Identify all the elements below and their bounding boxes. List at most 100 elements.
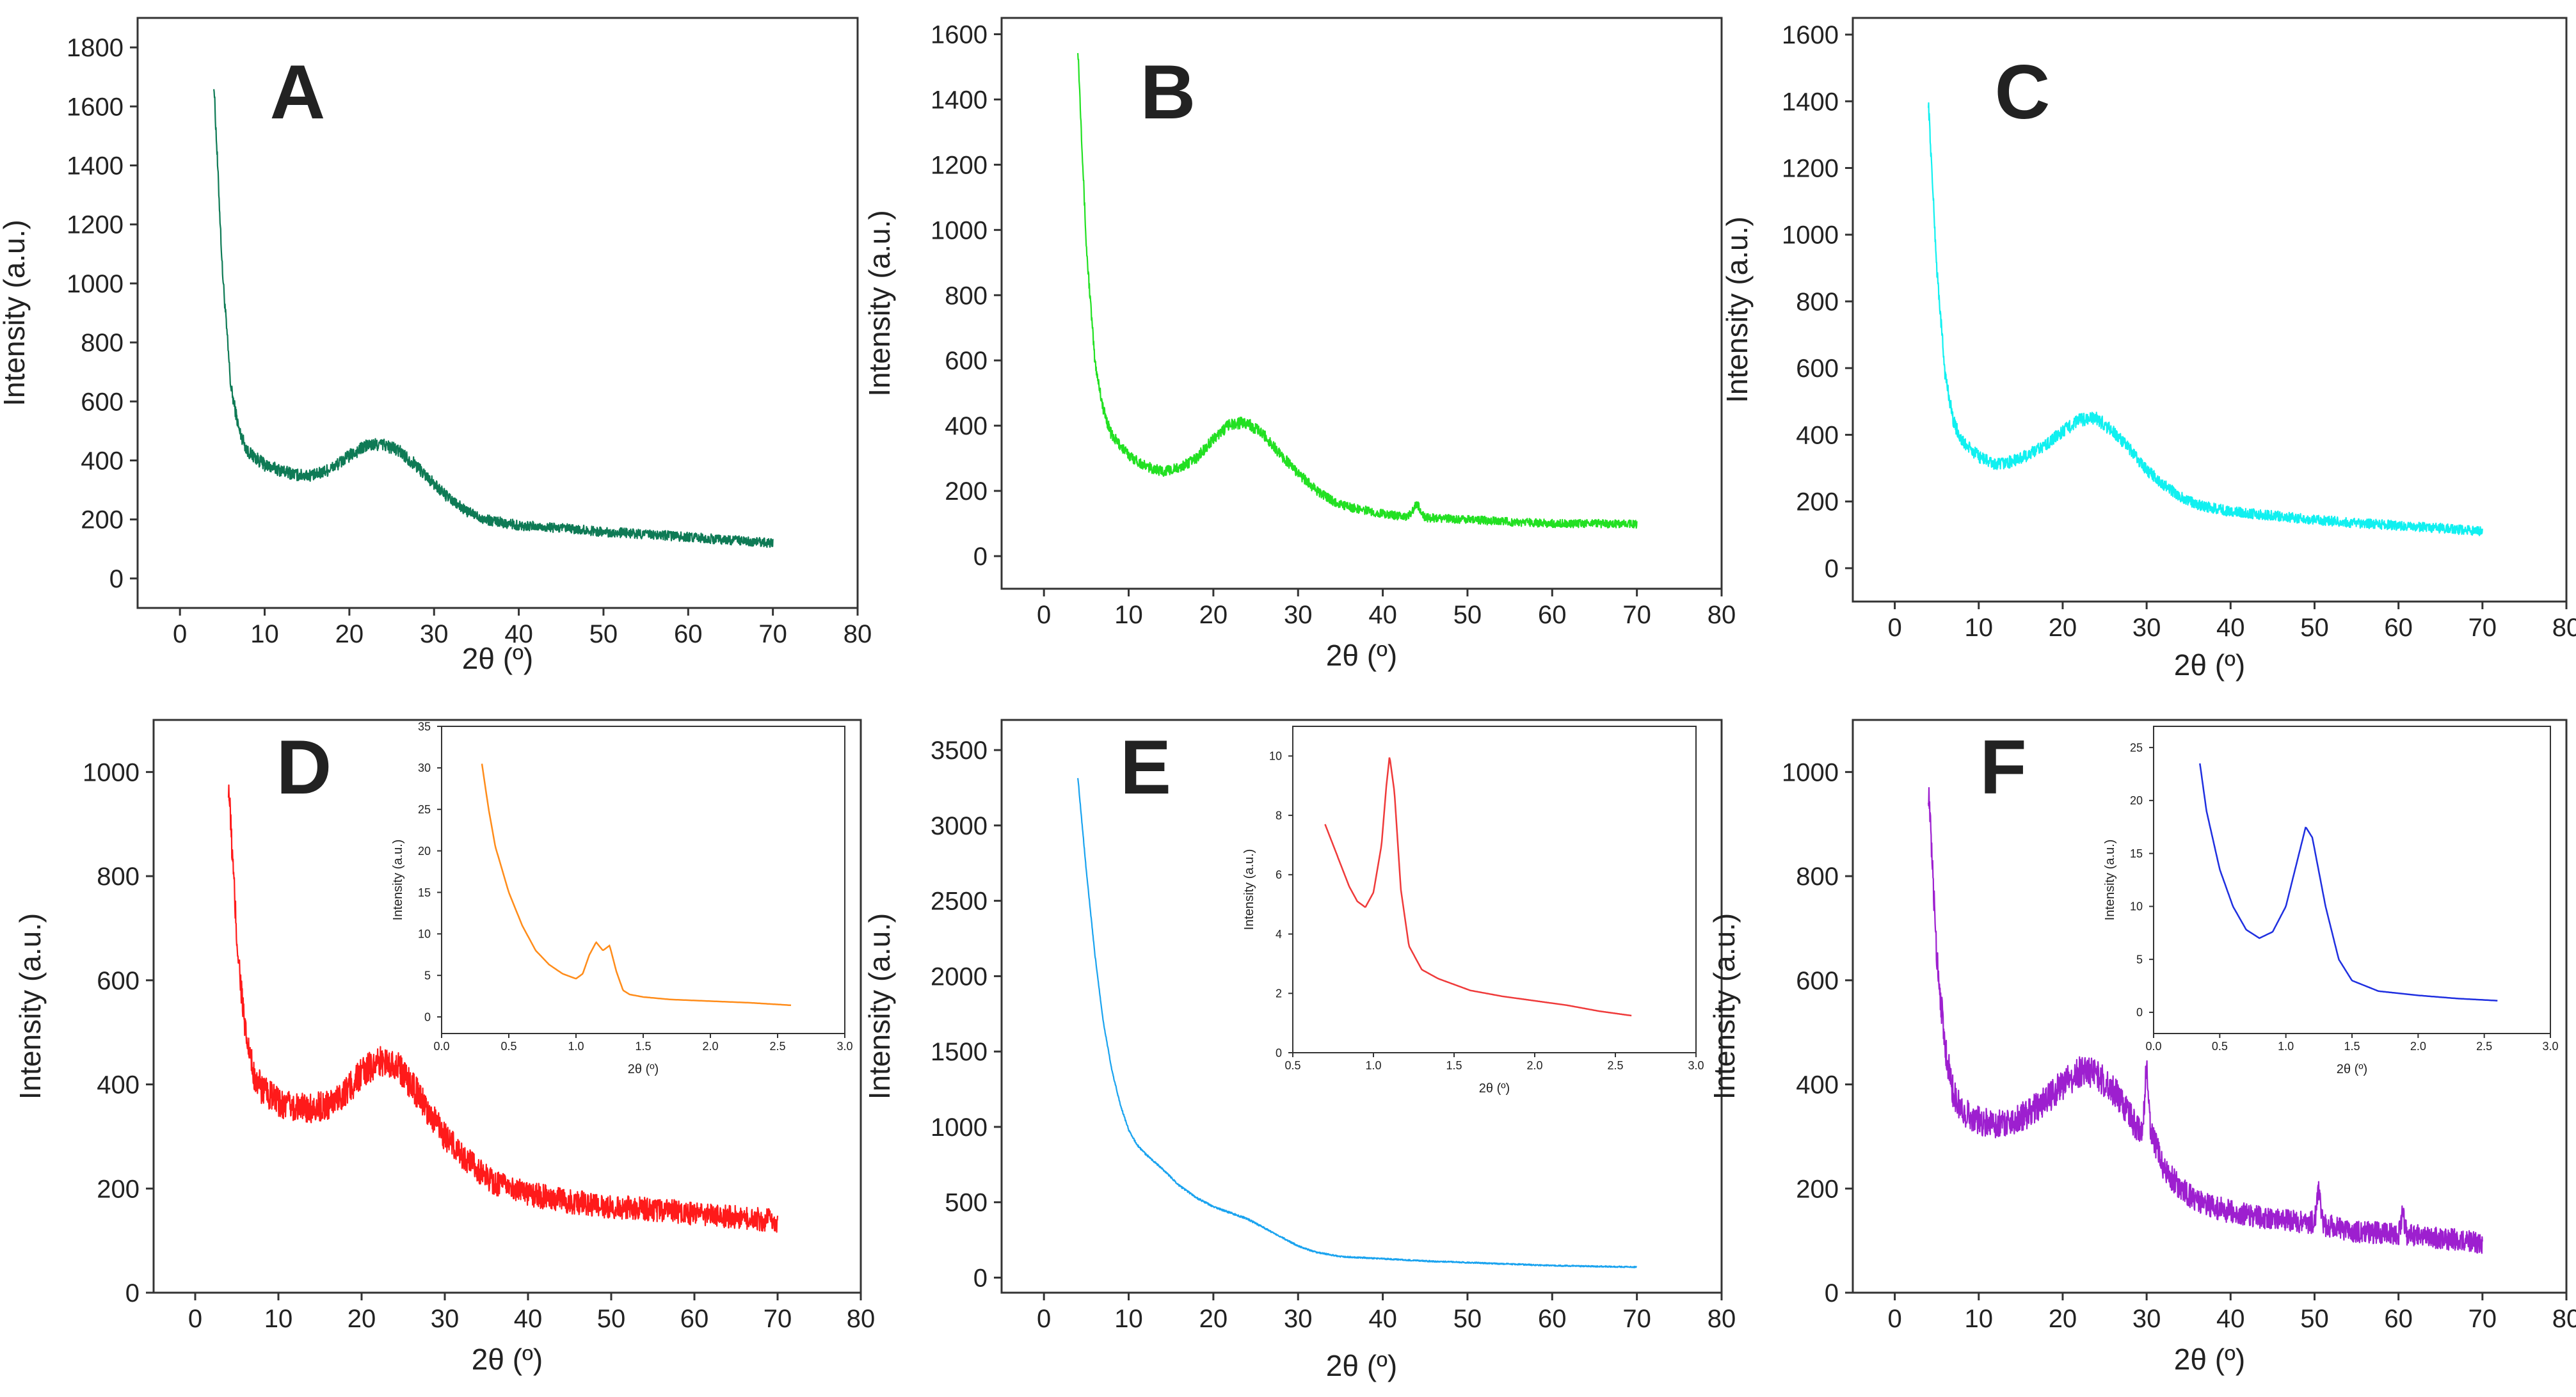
y-axis-title: Intensity (a.u.): [1708, 913, 1741, 1099]
x-tick-label: 60: [1538, 601, 1567, 629]
x-tick-label: 20: [348, 1305, 376, 1333]
y-tick-label: 2500: [931, 888, 988, 916]
x-tick-label: 40: [2216, 614, 2245, 642]
x-tick-label: 80: [847, 1305, 876, 1333]
y-tick-label: 1400: [67, 152, 124, 180]
panel-label: C: [1995, 49, 2051, 135]
y-axis-title: Intensity (a.u.): [863, 210, 896, 396]
y-tick-label: 600: [945, 347, 988, 375]
y-tick-label: 1400: [931, 86, 988, 114]
panel-label: D: [276, 724, 332, 810]
frame: [136, 17, 859, 609]
y-tick-label: 400: [97, 1071, 140, 1099]
inset-x-tick-label: 0.5: [500, 1040, 516, 1053]
inset-x-tick-label: 3.0: [836, 1040, 852, 1053]
inset-y-tick-label: 20: [2130, 794, 2143, 807]
x-tick-label: 30: [1284, 601, 1313, 629]
y-tick-label: 500: [945, 1189, 988, 1217]
x-tick-label: 70: [758, 620, 787, 648]
y-tick-label: 1400: [1782, 88, 1839, 116]
y-tick-label: 200: [97, 1175, 140, 1203]
x-tick-label: 10: [1965, 614, 1994, 642]
frame: [1852, 17, 2568, 603]
x-tick-label: 10: [1114, 1305, 1143, 1333]
y-tick-label: 1200: [1782, 155, 1839, 183]
y-axis-title: Intensity (a.u.): [863, 913, 896, 1099]
inset-x-tick-label: 2.0: [1526, 1059, 1542, 1072]
y-tick-label: 1000: [931, 216, 988, 244]
x-tick-label: 80: [2552, 614, 2576, 642]
x-tick-label: 60: [1538, 1305, 1567, 1333]
inset-background: [442, 726, 845, 1034]
panel-B: 0 10 20 30 40 50 60 70 8002004006008001000120014…: [863, 17, 1736, 672]
y-tick-label: 1000: [1782, 221, 1839, 250]
inset-F: 0.0 0.5 1.0 1.5 2.0 2.5 3.0 0 5 10 15 20 25 2θ (º) Int…: [2103, 726, 2559, 1076]
series-line: [1077, 778, 1638, 1268]
x-axis-title: 2θ (º): [2174, 648, 2245, 682]
inset-series-line: [1324, 757, 1632, 1017]
x-tick-label: 30: [431, 1305, 460, 1333]
inset-x-axis-title: 2θ (º): [2337, 1062, 2367, 1076]
inset-D: 0.0 0.5 1.0 1.5 2.0 2.5 3.0 0 5 10 15 20 25 30 35 2θ (º…: [391, 720, 853, 1076]
inset-series-line: [2199, 763, 2498, 1002]
inset-y-tick-label: 5: [424, 969, 431, 982]
inset-y-tick-label: 15: [418, 886, 431, 899]
inset-x-tick-label: 3.0: [2542, 1040, 2558, 1053]
y-tick-label: 1500: [931, 1038, 988, 1066]
y-tick-label: 200: [945, 477, 988, 506]
y-tick-label: 600: [97, 967, 140, 995]
inset-y-tick-label: 25: [2130, 741, 2143, 754]
y-tick-label: 0: [109, 565, 124, 593]
y-tick-label: 1000: [67, 270, 124, 298]
x-tick-label: 40: [1368, 601, 1397, 629]
x-tick-label: 50: [2300, 614, 2329, 642]
inset-x-tick-label: 1.0: [568, 1040, 584, 1053]
y-tick-label: 200: [1796, 488, 1839, 516]
x-tick-label: 20: [335, 620, 364, 648]
inset-y-tick-label: 25: [418, 803, 431, 816]
y-tick-label: 0: [973, 543, 988, 571]
series-line: [1928, 102, 2483, 536]
inset-series-line: [481, 763, 792, 1007]
inset-y-tick-label: 0: [2136, 1006, 2143, 1019]
frame: [1000, 719, 1723, 1294]
x-tick-label: 70: [1622, 601, 1651, 629]
panel-label: A: [270, 49, 326, 135]
y-axis-title: Intensity (a.u.): [1720, 216, 1754, 403]
x-tick-label: 20: [1199, 601, 1228, 629]
inset-x-tick-label: 0.0: [2145, 1040, 2161, 1053]
inset-x-tick-label: 2.0: [702, 1040, 718, 1053]
inset-x-tick-label: 2.5: [769, 1040, 785, 1053]
x-tick-label: 40: [2216, 1305, 2245, 1333]
inset-x-tick-label: 2.5: [1607, 1059, 1623, 1072]
y-tick-label: 800: [1796, 288, 1839, 316]
frame: [1000, 17, 1723, 590]
y-tick-label: 1200: [67, 211, 124, 239]
x-tick-label: 80: [844, 620, 872, 648]
series-line: [227, 784, 779, 1233]
x-tick-label: 50: [2300, 1305, 2329, 1333]
y-tick-label: 800: [945, 282, 988, 310]
inset-x-tick-label: 2.5: [2476, 1040, 2492, 1053]
y-tick-label: 1600: [67, 93, 124, 121]
y-tick-label: 3000: [931, 812, 988, 840]
inset-x-axis-title: 2θ (º): [1479, 1082, 1510, 1096]
inset-y-tick-label: 20: [418, 845, 431, 858]
y-tick-label: 400: [1796, 421, 1839, 449]
inset-x-tick-label: 1.5: [2344, 1040, 2360, 1053]
x-tick-label: 0: [1887, 614, 1901, 642]
inset-x-tick-label: 1.5: [635, 1040, 651, 1053]
panel-A: 0 10 20 30 40 50 60 70 8002004006008001000120014…: [0, 17, 872, 675]
inset-x-axis-title: 2θ (º): [628, 1062, 659, 1076]
x-tick-label: 80: [1708, 1305, 1736, 1333]
x-tick-label: 60: [2384, 614, 2413, 642]
inset-y-tick-label: 6: [1276, 868, 1282, 881]
x-tick-label: 0: [1037, 601, 1051, 629]
x-tick-label: 20: [1199, 1305, 1228, 1333]
inset-y-axis-title: Intensity (a.u.): [2103, 840, 2117, 921]
panel-label: F: [1980, 724, 2026, 810]
x-tick-label: 60: [2384, 1305, 2413, 1333]
y-tick-label: 3500: [931, 737, 988, 765]
